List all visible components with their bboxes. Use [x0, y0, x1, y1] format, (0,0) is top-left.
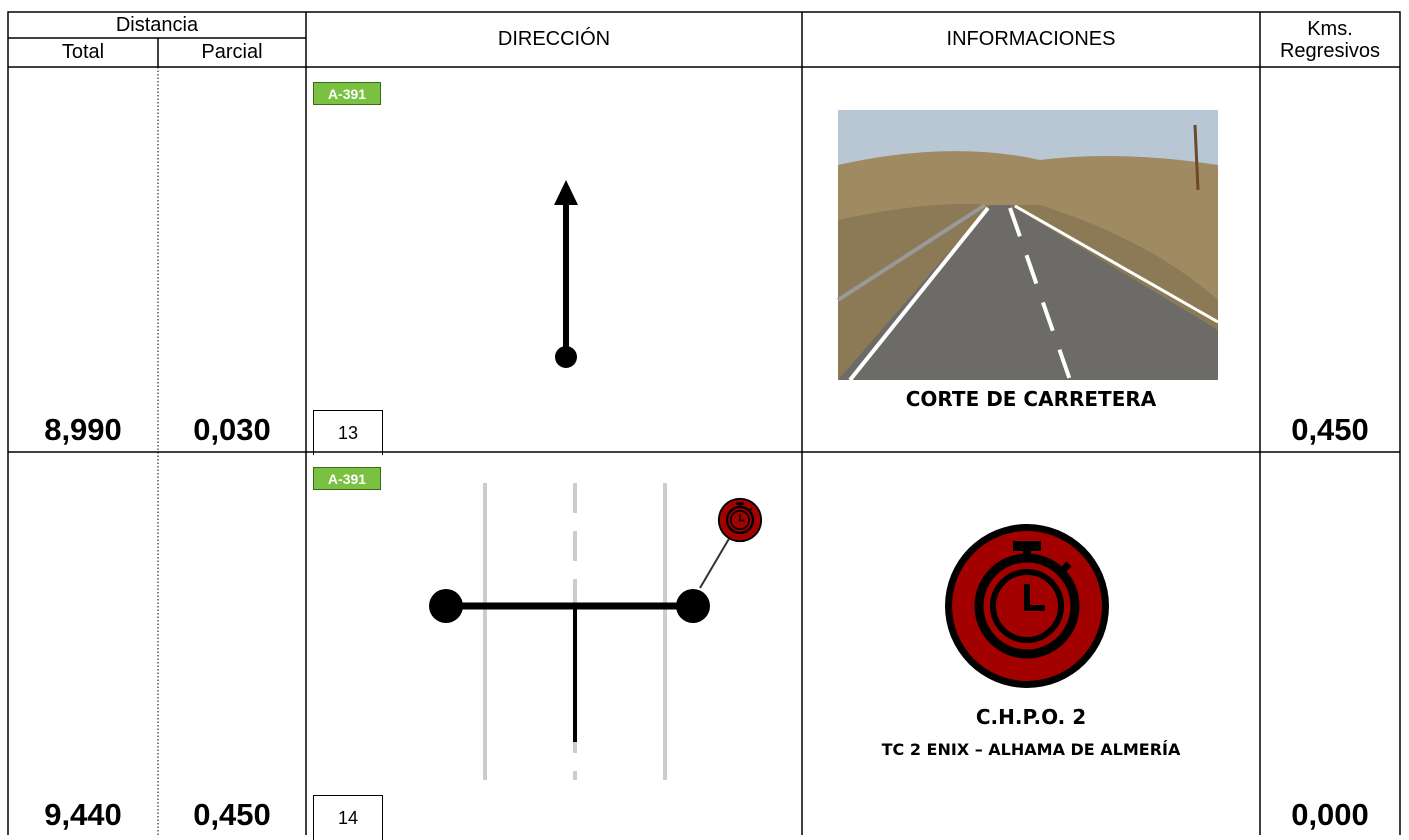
- road-photo: [836, 110, 1219, 382]
- header-distance: Distancia: [115, 13, 199, 36]
- total: 9,440: [44, 796, 122, 832]
- header-partial: Parcial: [201, 41, 263, 63]
- road-badge: A-391: [313, 467, 381, 490]
- kms: 0,450: [1291, 411, 1369, 447]
- stopwatch-icon: [717, 497, 763, 543]
- header-info: INFORMACIONES: [946, 28, 1116, 50]
- road-badge: A-391: [313, 82, 381, 105]
- partial: 0,030: [193, 411, 271, 447]
- info-caption: CORTE DE CARRETERA: [905, 387, 1157, 411]
- partial: 0,450: [193, 796, 271, 832]
- total: 8,990: [44, 411, 122, 447]
- stopwatch-icon: [945, 524, 1109, 688]
- step-number: 13: [313, 410, 383, 455]
- header-total: Total: [61, 41, 105, 63]
- header-direction: DIRECCIÓN: [497, 28, 611, 50]
- info-caption: C.H.P.O. 2: [975, 705, 1087, 729]
- header-kms: Kms. Regresivos: [1279, 17, 1381, 62]
- step-number: 14: [313, 795, 383, 840]
- kms: 0,000: [1291, 796, 1369, 832]
- info-caption: TC 2 ENIX – ALHAMA DE ALMERÍA: [881, 739, 1181, 759]
